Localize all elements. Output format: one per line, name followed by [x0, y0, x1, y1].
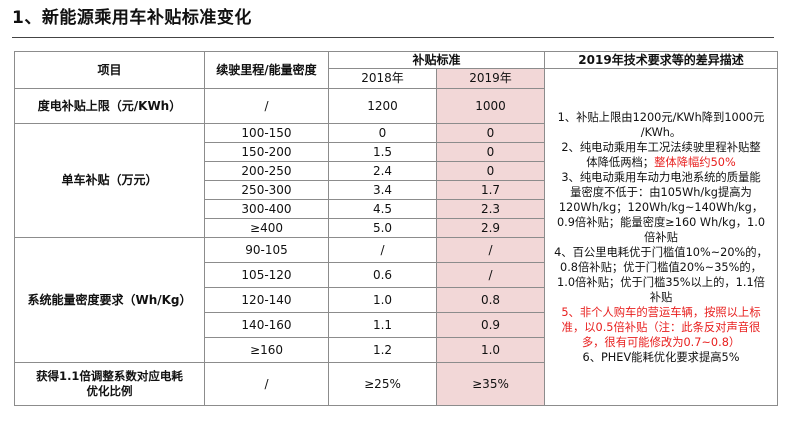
cell-2018: 2.4: [328, 161, 437, 181]
cell-2018: ≥25%: [328, 362, 437, 406]
cell-2019: 0.8: [436, 287, 545, 313]
cell-range: /: [204, 362, 329, 406]
desc-emphasis: 准，以0.5倍补贴（注：此条反对声音很: [561, 320, 761, 334]
header-item: 项目: [14, 51, 205, 89]
cell-2019: 0: [436, 161, 545, 181]
cell-2018: 0.6: [328, 262, 437, 288]
cell-2018: 3.4: [328, 180, 437, 200]
cell-2019: ≥35%: [436, 362, 545, 406]
cell-range: 150-200: [204, 142, 329, 162]
cell-2019: 1000: [436, 88, 545, 124]
desc-emphasis: 整体降幅约50%: [654, 155, 736, 169]
cell-range: 250-300: [204, 180, 329, 200]
header-year-2019: 2019年: [436, 68, 545, 89]
cell-range: 90-105: [204, 237, 329, 263]
cell-2018: 5.0: [328, 218, 437, 238]
row-label-line: 优化比例: [86, 384, 133, 398]
header-year-2018: 2018年: [328, 68, 437, 89]
cell-2018: 1.1: [328, 312, 437, 338]
subsidy-table: 项目 续驶里程/能量密度 补贴标准 2019年技术要求等的差异描述 2018年 …: [14, 51, 778, 406]
difference-description: 1、补贴上限由1200元/KWh降到1000元 /KWh。 2、纯电动乘用车工况…: [544, 68, 778, 406]
cell-2019: 0: [436, 123, 545, 143]
page-title: 1、新能源乘用车补贴标准变化: [12, 8, 252, 28]
cell-2019: 1.7: [436, 180, 545, 200]
row-label-consumption-optimization: 获得1.1倍调整系数对应电耗 优化比例: [14, 362, 205, 406]
cell-range: 140-160: [204, 312, 329, 338]
cell-2018: 1.2: [328, 337, 437, 363]
desc-line: 0.9倍补贴；能量密度≥160 Wh/kg，1.0: [556, 215, 766, 229]
desc-line: 体降低两档；整体降幅约50%: [546, 155, 777, 170]
cell-2019: 2.3: [436, 199, 545, 219]
cell-2018: 4.5: [328, 199, 437, 219]
desc-line: /KWh。: [640, 125, 682, 139]
desc-emphasis: 多，很有可能修改为0.7~0.8）: [581, 335, 741, 349]
cell-range: 200-250: [204, 161, 329, 181]
desc-line: 补贴: [649, 290, 673, 304]
desc-line: 1.0倍补贴；优于门槛35%以上的，1.1倍: [557, 275, 765, 289]
row-label-per-vehicle: 单车补贴（万元）: [14, 123, 205, 238]
cell-2019: 0.9: [436, 312, 545, 338]
header-subsidy-standard: 补贴标准: [328, 51, 545, 69]
cell-range: ≥400: [204, 218, 329, 238]
desc-line: 3、纯电动乘用车动力电池系统的质量能: [561, 170, 761, 184]
cell-2019: 1.0: [436, 337, 545, 363]
cell-2018: /: [328, 237, 437, 263]
row-label-line: 获得1.1倍调整系数对应电耗: [36, 369, 183, 383]
cell-range: /: [204, 88, 329, 124]
desc-line: 120Wh/kg；120Wh/kg~140Wh/kg，: [558, 200, 764, 214]
desc-line: 6、PHEV能耗优化要求提高5%: [582, 350, 740, 364]
cell-2019: /: [436, 262, 545, 288]
desc-line: 量密度不低于：由105Wh/kg提高为: [570, 185, 752, 199]
cell-2019: 2.9: [436, 218, 545, 238]
desc-text: 体降低两档；: [586, 155, 655, 169]
desc-line: 2、纯电动乘用车工况法续驶里程补贴整: [561, 140, 761, 154]
row-label-energy-density: 系统能量密度要求（Wh/Kg）: [14, 237, 205, 363]
desc-line: 4、百公里电耗优于门槛值10%~20%的，: [554, 245, 768, 259]
cell-range: 105-120: [204, 262, 329, 288]
cell-2019: /: [436, 237, 545, 263]
cell-2018: 1.5: [328, 142, 437, 162]
row-label-cap: 度电补贴上限（元/KWh）: [14, 88, 205, 124]
cell-range: 120-140: [204, 287, 329, 313]
cell-range: 300-400: [204, 199, 329, 219]
header-description: 2019年技术要求等的差异描述: [544, 51, 778, 69]
cell-2018: 0: [328, 123, 437, 143]
cell-range: 100-150: [204, 123, 329, 143]
desc-line: 1、补贴上限由1200元/KWh降到1000元: [557, 110, 765, 124]
cell-2018: 1.0: [328, 287, 437, 313]
desc-emphasis: 5、非个人购车的营运车辆，按照以上标: [561, 305, 761, 319]
cell-2018: 1200: [328, 88, 437, 124]
title-divider: [12, 37, 774, 38]
desc-line: 0.8倍补贴；优于门槛值20%~35%的，: [560, 260, 762, 274]
header-range: 续驶里程/能量密度: [204, 51, 329, 89]
desc-line: 倍补贴: [644, 230, 678, 244]
cell-range: ≥160: [204, 337, 329, 363]
cell-2019: 0: [436, 142, 545, 162]
